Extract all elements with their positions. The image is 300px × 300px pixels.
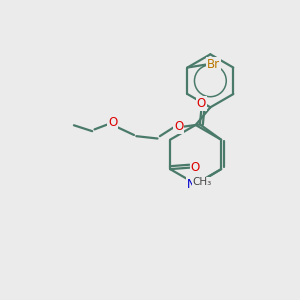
Text: NH: NH xyxy=(187,178,204,191)
Text: O: O xyxy=(197,97,206,110)
Text: Br: Br xyxy=(207,58,220,71)
Text: O: O xyxy=(174,120,183,133)
Text: O: O xyxy=(108,116,117,129)
Text: O: O xyxy=(191,161,200,174)
Text: CH₃: CH₃ xyxy=(192,177,212,188)
